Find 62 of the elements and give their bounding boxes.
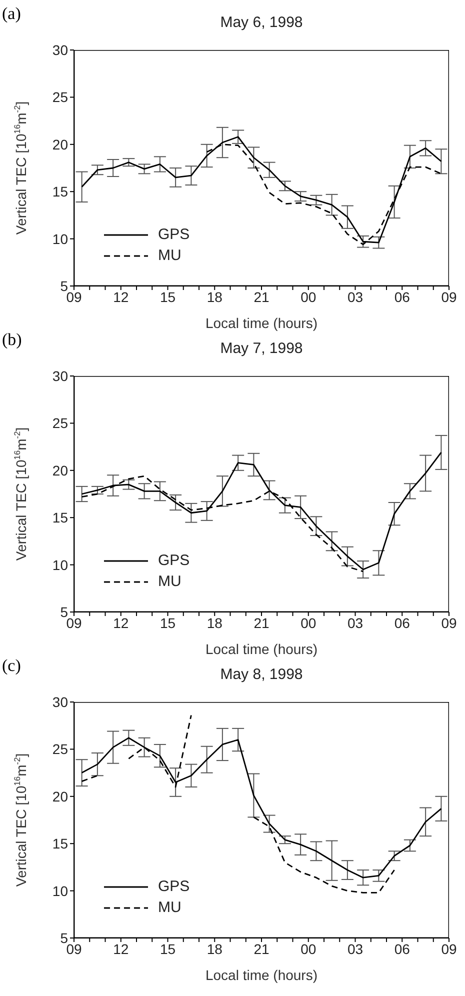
x-tick-label: 06 (394, 940, 410, 957)
x-tick-label: 15 (160, 288, 176, 305)
y-tick-label: 15 (52, 836, 68, 852)
y-tick-label: 30 (52, 42, 68, 58)
x-tick-label: 12 (113, 614, 129, 631)
x-tick-label: 21 (254, 940, 270, 957)
x-tick-label: 15 (160, 614, 176, 631)
text: (c) (2, 656, 21, 676)
x-tick-label: 09 (66, 940, 82, 957)
x-tick-label: 03 (347, 614, 364, 631)
x-tick-label: 09 (66, 288, 82, 305)
x-tick-label: 21 (254, 288, 270, 305)
x-tick-label: 00 (300, 614, 316, 631)
y-tick-label: 30 (52, 694, 68, 710)
chart-title: May 6, 1998 (219, 14, 304, 31)
x-tick-label: 09 (441, 614, 457, 631)
y-tick-label: 15 (52, 184, 68, 200)
x-tick-label: 06 (394, 614, 410, 631)
x-tick-label: 06 (394, 288, 410, 305)
y-tick-label: 25 (52, 741, 68, 758)
x-tick-label: 18 (206, 614, 223, 631)
line-series (81, 136, 442, 244)
y-tick-label: 20 (52, 788, 68, 804)
text: (a) (2, 4, 21, 24)
legend-label: MU (158, 247, 182, 264)
text: (b) (2, 330, 22, 350)
legend-label: GPS (158, 226, 190, 243)
y-tick-label: 10 (52, 556, 68, 573)
y-tick-label: 25 (52, 415, 68, 432)
x-tick-label: 09 (66, 614, 82, 631)
legend-label: GPS (158, 552, 190, 569)
legend-label: MU (158, 899, 182, 916)
x-tick-label: 03 (347, 940, 364, 957)
legend-label: MU (158, 573, 182, 590)
line-series (81, 452, 442, 570)
x-tick-label: 15 (160, 940, 176, 957)
x-axis-title: Local time (hours) (205, 641, 318, 657)
y-tick-label: 20 (52, 136, 68, 152)
y-tick-label: 10 (52, 882, 68, 899)
y-tick-label: 15 (52, 510, 68, 526)
x-tick-label: 00 (300, 940, 316, 957)
x-tick-label: 03 (347, 288, 364, 305)
y-tick-label: 5 (60, 930, 68, 946)
x-tick-label: 09 (441, 940, 457, 957)
y-tick-label: 30 (52, 368, 68, 384)
x-tick-label: 12 (113, 940, 129, 957)
x-tick-label: 18 (206, 940, 223, 957)
chart-title: May 7, 1998 (219, 340, 304, 357)
x-tick-label: 18 (206, 288, 223, 305)
x-axis-title: Local time (hours) (205, 315, 318, 331)
x-axis-title: Local time (hours) (205, 967, 318, 983)
y-tick-label: 25 (52, 89, 68, 106)
y-tick-label: 5 (60, 278, 68, 294)
chart-title: May 8, 1998 (219, 666, 304, 683)
y-tick-label: 10 (52, 230, 68, 247)
x-tick-label: 00 (300, 288, 316, 305)
y-tick-label: 5 (60, 604, 68, 620)
y-tick-label: 20 (52, 462, 68, 478)
x-tick-label: 09 (441, 288, 457, 305)
x-tick-label: 12 (113, 288, 129, 305)
legend-label: GPS (158, 878, 190, 895)
x-tick-label: 21 (254, 614, 270, 631)
